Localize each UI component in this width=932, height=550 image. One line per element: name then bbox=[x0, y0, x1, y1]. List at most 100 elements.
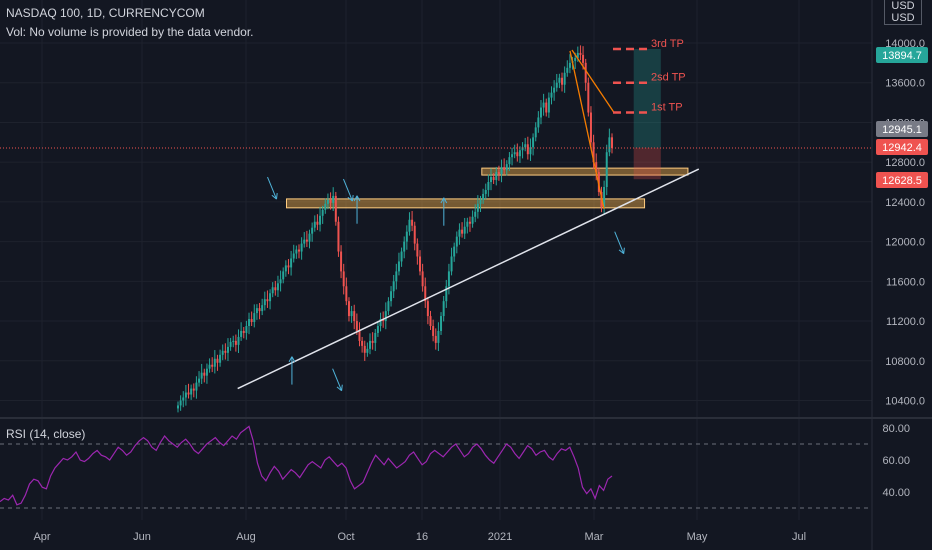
candle-body bbox=[587, 82, 590, 113]
candle-body bbox=[326, 199, 329, 204]
candle-body bbox=[405, 231, 408, 242]
candle-body bbox=[240, 330, 243, 337]
x-tick-label: Jul bbox=[792, 531, 806, 543]
wedge-line bbox=[569, 50, 605, 209]
y-tick-label: 10800.0 bbox=[885, 356, 925, 368]
candle-body bbox=[461, 229, 464, 234]
candle-body bbox=[582, 54, 585, 63]
candle-body bbox=[179, 400, 182, 406]
candle-body bbox=[216, 358, 219, 363]
x-tick-label: May bbox=[687, 531, 708, 543]
candle-body bbox=[269, 293, 272, 302]
price-axis[interactable]: 14000.013600.013200.012800.012400.012000… bbox=[871, 0, 928, 550]
candlestick-series bbox=[177, 45, 613, 413]
arrow-icon bbox=[267, 176, 278, 200]
candle-body bbox=[516, 152, 519, 157]
candle-body bbox=[608, 137, 611, 153]
x-tick-label: 2021 bbox=[488, 531, 512, 543]
candle-body bbox=[363, 345, 366, 353]
support-zone bbox=[481, 167, 689, 176]
candle-body bbox=[418, 256, 421, 272]
candle-body bbox=[224, 350, 227, 353]
stop-loss-area bbox=[633, 147, 661, 180]
candle-body bbox=[484, 189, 487, 194]
drawing-overlay: 3rd TP 2sd TP 1st TP bbox=[0, 38, 872, 392]
candle-body bbox=[361, 340, 364, 346]
candle-body bbox=[440, 316, 443, 331]
candle-body bbox=[397, 261, 400, 272]
candle-body bbox=[266, 299, 269, 302]
candle-body bbox=[539, 107, 542, 118]
candle-body bbox=[308, 233, 311, 242]
candle-body bbox=[487, 182, 490, 190]
candle-body bbox=[490, 177, 493, 183]
candle-body bbox=[555, 82, 558, 88]
candle-body bbox=[355, 321, 358, 331]
candle-body bbox=[605, 152, 608, 187]
rsi-title: RSI (14, close) bbox=[6, 427, 86, 441]
candle-body bbox=[526, 144, 529, 155]
currency-badge[interactable]: USD USD bbox=[884, 0, 922, 25]
candle-body bbox=[332, 195, 335, 203]
candle-body bbox=[447, 271, 450, 287]
x-tick-label: Apr bbox=[33, 531, 50, 543]
candle-body bbox=[416, 243, 419, 257]
candle-body bbox=[529, 147, 532, 155]
candle-body bbox=[403, 241, 406, 252]
currency-badge-line2: USD bbox=[891, 12, 915, 24]
arrow-icon bbox=[288, 356, 296, 385]
candle-body bbox=[542, 102, 545, 108]
candle-body bbox=[305, 239, 308, 242]
candle-body bbox=[497, 172, 500, 175]
candle-body bbox=[611, 137, 613, 149]
tp-label: 1st TP bbox=[651, 102, 683, 114]
candle-body bbox=[424, 286, 427, 302]
candle-body bbox=[182, 397, 185, 401]
price-badge-label: 12942.4 bbox=[882, 142, 922, 154]
y-tick-label: 10400.0 bbox=[885, 395, 925, 407]
candle-body bbox=[445, 286, 448, 302]
candle-body bbox=[482, 193, 485, 200]
candle-body bbox=[595, 162, 598, 173]
candle-body bbox=[374, 332, 377, 343]
candle-body bbox=[466, 221, 469, 227]
tp-label: 2sd TP bbox=[651, 72, 686, 84]
candle-body bbox=[589, 112, 592, 143]
candle-body bbox=[513, 152, 516, 155]
price-badge-label: 12945.1 bbox=[882, 124, 922, 136]
candle-body bbox=[340, 251, 343, 272]
candle-body bbox=[316, 221, 319, 225]
candle-body bbox=[505, 164, 508, 171]
candle-body bbox=[177, 405, 179, 409]
candle-body bbox=[547, 97, 550, 113]
candle-body bbox=[295, 249, 298, 254]
time-axis[interactable]: Apr Jun Aug Oct 16 2021 Mar May Jul bbox=[33, 531, 806, 543]
candle-body bbox=[434, 335, 437, 343]
candle-body bbox=[537, 117, 540, 128]
candle-body bbox=[229, 341, 232, 347]
candle-body bbox=[421, 271, 424, 287]
candle-body bbox=[245, 326, 248, 333]
candle-body bbox=[263, 299, 266, 306]
candle-body bbox=[200, 372, 203, 379]
candle-body bbox=[292, 253, 295, 259]
candle-body bbox=[237, 336, 240, 345]
candle-body bbox=[561, 77, 564, 85]
candle-body bbox=[311, 227, 314, 234]
candle-body bbox=[413, 225, 416, 244]
rsi-pane bbox=[0, 425, 872, 509]
candle-body bbox=[234, 340, 237, 345]
price-badge: 13894.7 bbox=[876, 47, 928, 63]
candle-body bbox=[198, 378, 201, 383]
candle-body bbox=[221, 350, 224, 355]
rsi-tick-label: 80.00 bbox=[882, 423, 910, 435]
candle-body bbox=[248, 319, 251, 327]
candle-body bbox=[432, 326, 435, 336]
candle-body bbox=[521, 147, 524, 151]
candle-body bbox=[584, 62, 587, 83]
candle-body bbox=[342, 271, 345, 287]
candle-body bbox=[297, 249, 300, 252]
candle-body bbox=[518, 150, 521, 157]
candle-body bbox=[390, 291, 393, 302]
